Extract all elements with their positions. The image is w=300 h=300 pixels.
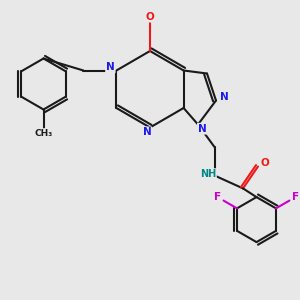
Text: F: F: [292, 192, 299, 202]
Text: N: N: [142, 127, 152, 137]
Text: CH₃: CH₃: [34, 129, 52, 138]
Text: O: O: [146, 11, 154, 22]
Text: N: N: [220, 92, 229, 103]
Text: N: N: [198, 124, 207, 134]
Text: F: F: [214, 192, 221, 202]
Text: N: N: [106, 62, 115, 73]
Text: NH: NH: [200, 169, 216, 179]
Text: O: O: [260, 158, 269, 169]
